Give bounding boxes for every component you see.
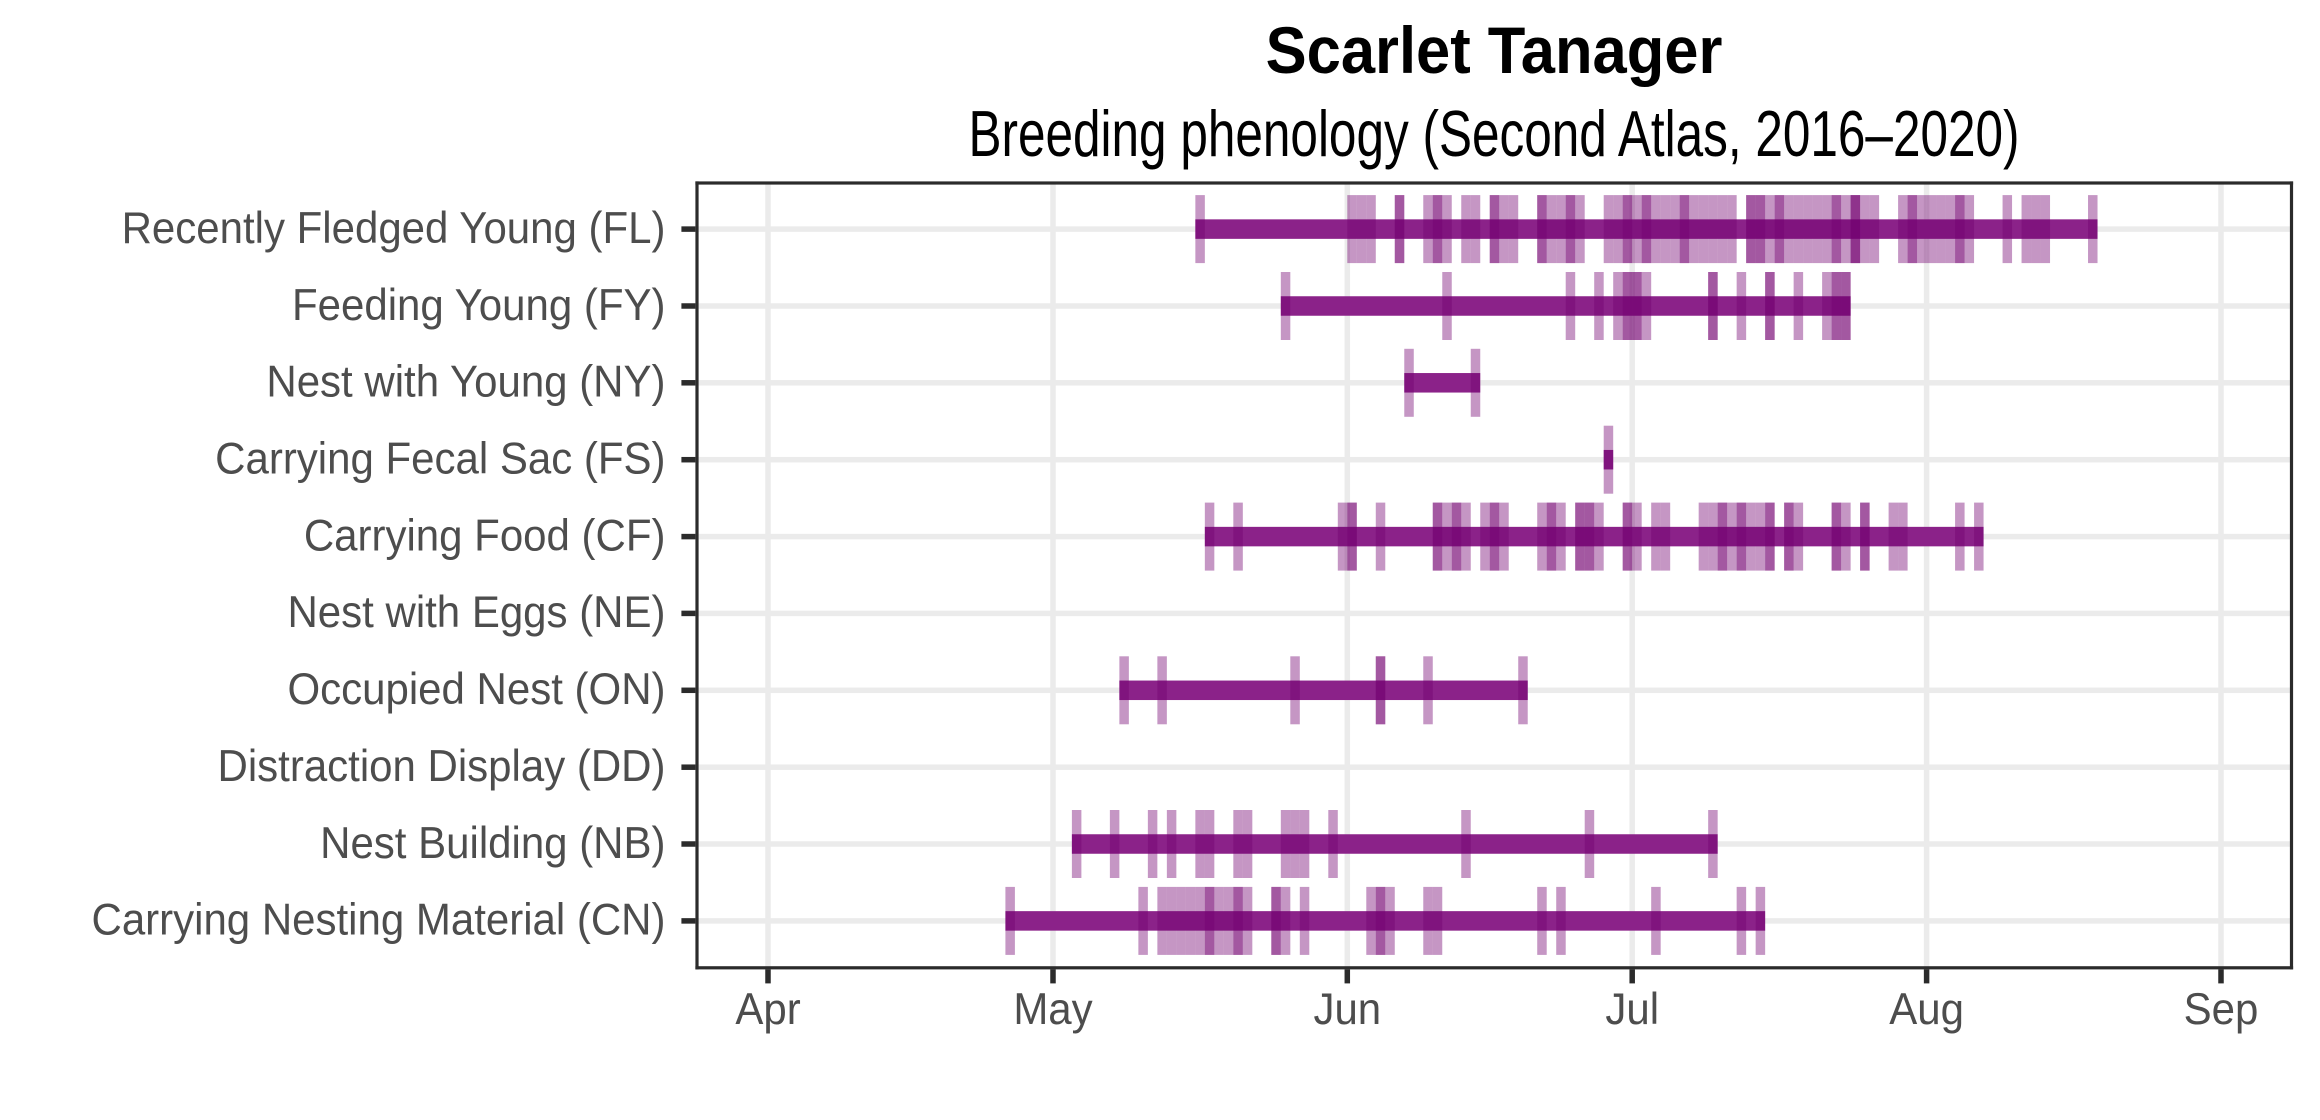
svg-text:May: May: [1013, 985, 1093, 1035]
svg-text:Sep: Sep: [2184, 985, 2259, 1035]
svg-text:Feeding Young (FY): Feeding Young (FY): [292, 281, 666, 331]
svg-text:Apr: Apr: [735, 985, 800, 1035]
svg-text:Nest Building (NB): Nest Building (NB): [320, 819, 665, 869]
svg-text:Jun: Jun: [1313, 985, 1381, 1035]
svg-text:Aug: Aug: [1889, 985, 1964, 1035]
svg-text:Breeding phenology (Second Atl: Breeding phenology (Second Atlas, 2016–2…: [968, 99, 2019, 171]
svg-text:Distraction Display (DD): Distraction Display (DD): [218, 742, 666, 792]
svg-text:Recently Fledged Young (FL): Recently Fledged Young (FL): [122, 204, 666, 254]
svg-text:Carrying Nesting Material (CN): Carrying Nesting Material (CN): [91, 895, 665, 945]
svg-text:Nest with Eggs (NE): Nest with Eggs (NE): [287, 588, 665, 638]
svg-text:Carrying Fecal Sac (FS): Carrying Fecal Sac (FS): [215, 434, 665, 484]
svg-text:Occupied Nest (ON): Occupied Nest (ON): [287, 665, 665, 715]
svg-text:Nest with Young (NY): Nest with Young (NY): [266, 357, 665, 407]
svg-text:Scarlet Tanager: Scarlet Tanager: [1266, 13, 1723, 88]
svg-text:Carrying Food (CF): Carrying Food (CF): [304, 511, 666, 561]
svg-text:Jul: Jul: [1605, 985, 1659, 1035]
